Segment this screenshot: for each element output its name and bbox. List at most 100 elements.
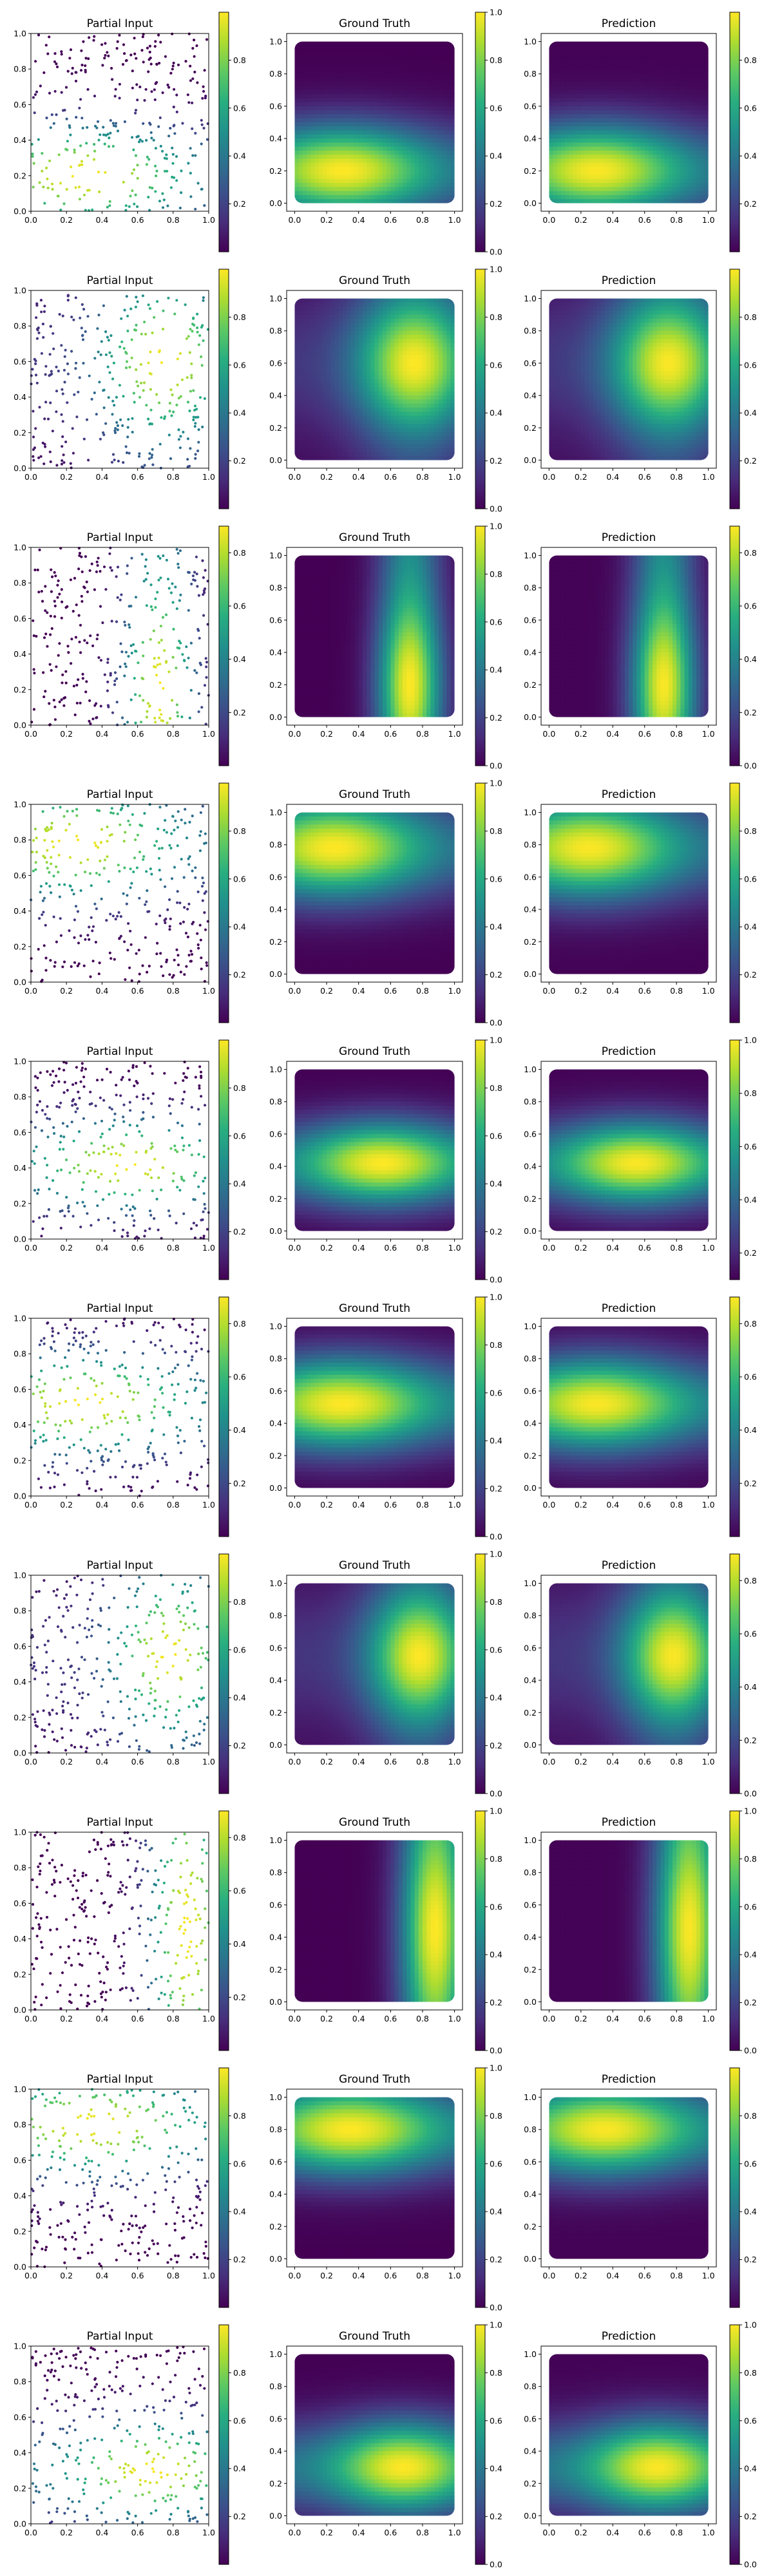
heatmap-cell [600, 86, 606, 91]
heatmap-cell [298, 379, 303, 384]
heatmap-cell [656, 110, 662, 115]
heatmap-cell [648, 191, 653, 196]
heatmap-cell [680, 142, 685, 147]
heatmap-cell [446, 70, 451, 75]
scatter-point [202, 90, 205, 93]
heatmap-cell [688, 183, 693, 187]
heatmap-cell [426, 90, 431, 95]
heatmap-cell [616, 78, 622, 82]
heatmap-cell [334, 191, 339, 196]
heatmap-cell [386, 191, 391, 196]
heatmap-cell [549, 70, 554, 75]
heatmap-cell [294, 53, 300, 59]
scatter-point [165, 157, 168, 160]
heatmap-cell [342, 199, 347, 204]
heatmap-cell [406, 90, 411, 95]
scatter-point [75, 415, 79, 419]
heatmap-cell [450, 82, 455, 87]
heatmap-cell [557, 122, 562, 127]
heatmap-cell [374, 310, 379, 316]
heatmap-cell [549, 146, 554, 151]
heatmap-cell [354, 162, 359, 167]
panel-prediction-ytick-label: 0.2 [524, 166, 537, 176]
heatmap-cell [422, 379, 427, 384]
heatmap-cell [577, 199, 582, 204]
heatmap-cell [613, 150, 618, 155]
scatter-point [43, 71, 46, 74]
heatmap-cell [374, 130, 379, 135]
heatmap-cell [298, 318, 303, 323]
heatmap-cell [613, 167, 618, 171]
heatmap-cell [314, 351, 320, 355]
heatmap-cell [664, 183, 669, 187]
heatmap-cell [653, 118, 657, 123]
scatter-point [35, 90, 39, 93]
heatmap-cell [330, 175, 336, 180]
heatmap-cell [604, 158, 609, 164]
heatmap-cell [338, 310, 343, 316]
heatmap-cell [700, 146, 705, 151]
heatmap-cell [565, 41, 569, 46]
heatmap-cell [310, 395, 316, 400]
heatmap-cell [406, 102, 411, 107]
scatter-point [189, 328, 192, 331]
heatmap-cell [362, 106, 367, 111]
scatter-point [68, 57, 72, 60]
heatmap-cell [660, 187, 665, 192]
heatmap-cell [577, 118, 582, 123]
heatmap-cell [633, 138, 637, 143]
scatter-point [73, 393, 76, 396]
heatmap-cell [609, 167, 613, 171]
heatmap-cell [692, 90, 697, 95]
scatter-point [196, 326, 199, 330]
heatmap-cell [350, 102, 356, 107]
heatmap-cell [302, 126, 307, 131]
scatter-point [55, 390, 59, 393]
heatmap-cell [426, 383, 431, 388]
heatmap-cell [668, 50, 673, 54]
scatter-point [119, 418, 122, 421]
panel-prediction-ytick-label: 1.0 [524, 37, 537, 46]
heatmap-cell [382, 57, 387, 62]
heatmap-cell [310, 339, 316, 344]
heatmap-cell [446, 45, 451, 50]
scatter-point [135, 57, 138, 60]
heatmap-cell [327, 138, 331, 143]
heatmap-cell [322, 106, 327, 111]
heatmap-cell [367, 335, 371, 339]
heatmap-cell [450, 363, 455, 368]
heatmap-cell [382, 162, 387, 167]
scatter-point [153, 316, 156, 319]
scatter-point [97, 138, 100, 142]
heatmap-cell [684, 134, 689, 139]
heatmap-cell [565, 118, 569, 123]
heatmap-cell [426, 171, 431, 176]
heatmap-cell [620, 199, 625, 204]
heatmap-cell [446, 302, 451, 307]
heatmap-cell [298, 298, 303, 303]
scatter-point [60, 53, 63, 56]
scatter-point [149, 388, 152, 391]
heatmap-cell [414, 178, 419, 184]
heatmap-cell [367, 50, 371, 54]
heatmap-cell [402, 175, 407, 180]
heatmap-cell [354, 53, 359, 59]
heatmap-cell [410, 343, 415, 348]
heatmap-cell [446, 61, 451, 66]
heatmap-cell [334, 307, 339, 311]
heatmap-cell [426, 339, 431, 344]
heatmap-cell [358, 110, 363, 115]
heatmap-cell [362, 114, 367, 119]
heatmap-cell [620, 50, 625, 54]
heatmap-cell [648, 187, 653, 192]
heatmap-cell [354, 118, 359, 123]
heatmap-cell [410, 178, 415, 184]
heatmap-cell [426, 191, 431, 196]
scatter-point [35, 381, 39, 384]
heatmap-cell [668, 82, 673, 87]
heatmap-cell [684, 61, 689, 66]
heatmap-cell [386, 90, 391, 95]
heatmap-cell [402, 78, 407, 82]
heatmap-cell [418, 318, 423, 323]
heatmap-cell [596, 61, 602, 66]
